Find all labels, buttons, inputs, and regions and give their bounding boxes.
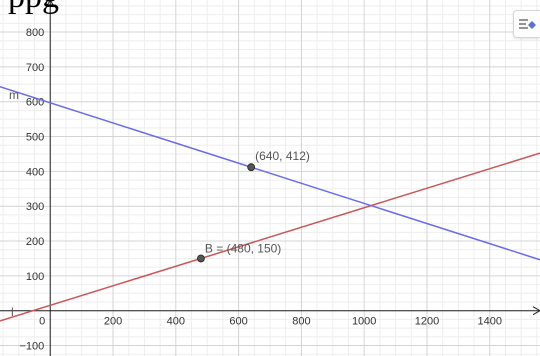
point-b-label[interactable]: B = (480, 150) bbox=[205, 241, 281, 255]
line-m-label[interactable]: m bbox=[9, 88, 19, 102]
y-tick-label: 500 bbox=[26, 132, 44, 144]
x-tick-label: 1000 bbox=[352, 316, 376, 328]
cut-off-heading-text: ppg bbox=[8, 0, 59, 14]
y-tick-label: −100 bbox=[19, 341, 44, 353]
y-tick-label: 800 bbox=[26, 27, 44, 39]
x-tick-label: 400 bbox=[167, 316, 185, 328]
line-m[interactable] bbox=[0, 86, 540, 261]
x-tick-label: 1200 bbox=[415, 316, 439, 328]
x-axis-arrow bbox=[532, 306, 540, 316]
y-tick-label: 700 bbox=[26, 62, 44, 74]
y-axis-arrow bbox=[45, 0, 55, 8]
line-l[interactable] bbox=[0, 152, 540, 322]
point-640-412[interactable] bbox=[247, 163, 256, 172]
x-axis-tick-labels: 0 200 400 600 800 1000 1200 1400 bbox=[39, 316, 502, 328]
style-bar-toggle-button[interactable] bbox=[513, 10, 540, 38]
y-tick-label: 400 bbox=[26, 166, 44, 178]
y-tick-label: 100 bbox=[26, 271, 44, 283]
x-tick-label: 600 bbox=[229, 316, 247, 328]
y-tick-label: 300 bbox=[26, 201, 44, 213]
style-bar-toggle-icon bbox=[519, 19, 536, 29]
point-640-412-label[interactable]: (640, 412) bbox=[255, 149, 310, 163]
point-b[interactable] bbox=[197, 254, 205, 263]
x-tick-label: 1400 bbox=[478, 316, 502, 328]
line-l-label[interactable]: l bbox=[11, 305, 14, 319]
x-tick-label: 800 bbox=[292, 316, 310, 328]
y-tick-label: 200 bbox=[26, 236, 44, 248]
x-tick-label: 200 bbox=[104, 316, 122, 328]
x-tick-label: 0 bbox=[39, 316, 45, 328]
